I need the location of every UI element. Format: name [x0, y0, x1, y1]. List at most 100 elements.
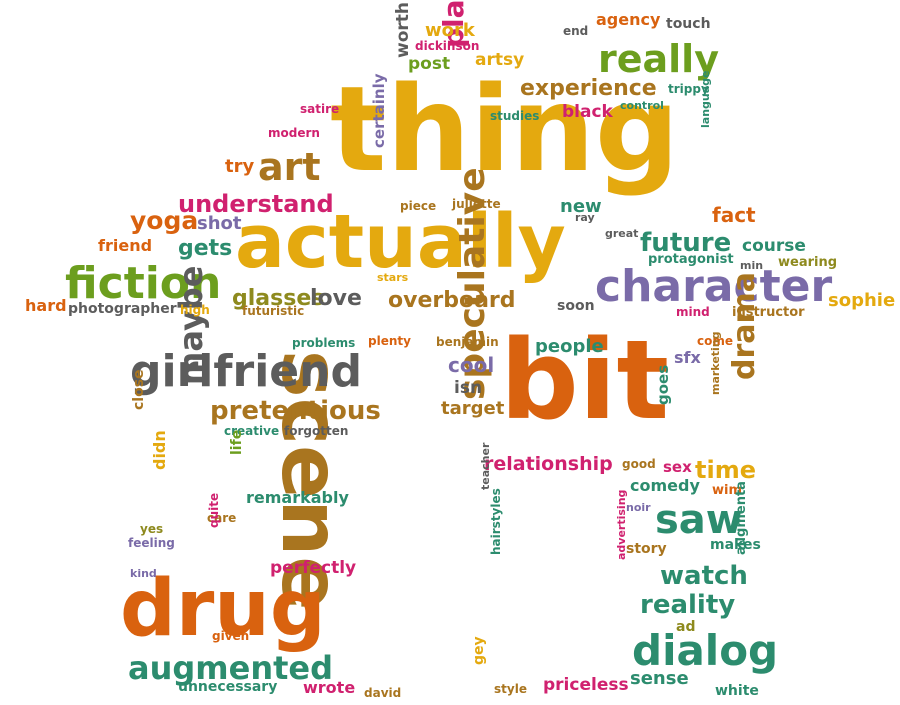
word-soon: soon [557, 298, 595, 314]
word-experience: experience [520, 76, 657, 101]
word-feeling: feeling [128, 536, 175, 550]
word-perfectly: perfectly [270, 558, 357, 578]
word-friend: friend [98, 236, 153, 255]
word-high: high [180, 303, 210, 317]
word-kind: kind [130, 567, 157, 580]
word-priceless: priceless [543, 675, 629, 695]
word-ad: ad [676, 619, 696, 635]
word-makes: makes [710, 537, 761, 553]
word-girlfriend: girlfriend [130, 346, 362, 397]
word-piece: piece [400, 199, 437, 213]
word-wrote: wrote [303, 678, 356, 697]
word-white: white [715, 683, 759, 699]
word-hairstyles: hairstyles [489, 488, 503, 555]
word-given: given [212, 629, 250, 643]
word-hard: hard [25, 296, 67, 315]
word-goes: goes [654, 364, 672, 405]
word-art: art [258, 145, 321, 189]
word-come: come [697, 334, 733, 348]
word-david: david [364, 686, 402, 700]
word-creative: creative [224, 424, 280, 438]
word-pretentious: pretentious [210, 396, 381, 426]
word-style: style [494, 682, 527, 696]
word-isn: isn [454, 378, 483, 398]
word-new: new [560, 196, 602, 217]
word-cool: cool [448, 353, 495, 377]
word-modern: modern [268, 126, 320, 140]
word-fiction: fiction [65, 258, 222, 309]
word-gey: gey [471, 636, 487, 665]
word-didn: didn [150, 430, 169, 470]
word-photographer: photographer [68, 301, 177, 317]
word-sophie: sophie [828, 290, 896, 311]
word-wearing: wearing [778, 255, 838, 270]
word-worth: worth [393, 2, 413, 58]
word-sex: sex [663, 458, 692, 476]
word-wim: wim [712, 483, 743, 498]
word-people: people [535, 336, 604, 357]
word-overboard: overboard [388, 288, 516, 313]
word-work: work [425, 20, 475, 41]
word-marketing: marketing [709, 331, 722, 395]
word-shot: shot [197, 213, 242, 234]
word-agency: agency [596, 10, 661, 29]
word-instructor: instructor [732, 305, 805, 320]
word-control: control [620, 99, 664, 112]
word-stars: stars [377, 271, 409, 284]
word-drama: drama [727, 271, 762, 380]
word-futuristic: futuristic [242, 304, 305, 318]
word-unnecessary: unnecessary [178, 679, 278, 695]
word-mind: mind [676, 305, 710, 319]
word-saw: saw [655, 497, 743, 543]
word-black: black [562, 102, 613, 122]
word-yes: yes [140, 522, 164, 536]
word-remarkably: remarkably [246, 488, 349, 507]
word-end: end [563, 24, 589, 38]
word-sfx: sfx [674, 348, 701, 367]
word-time: time [695, 456, 756, 484]
word-teacher: teacher [479, 442, 492, 490]
word-min: min [740, 259, 764, 272]
word-dickinson: dickinson [415, 39, 480, 53]
word-sense: sense [630, 668, 689, 689]
word-artsy: artsy [475, 50, 525, 70]
word-gets: gets [178, 236, 233, 261]
word-really: really [598, 37, 719, 81]
word-character: character [595, 261, 833, 312]
word-glasses: glasses [232, 286, 325, 311]
word-plenty: plenty [368, 334, 411, 348]
word-certainly: certainly [370, 73, 388, 149]
word-post: post [408, 54, 451, 74]
word-love: love [310, 286, 362, 311]
word-touch: touch [666, 16, 711, 32]
word-maybe: maybe [172, 265, 210, 385]
word-course: course [742, 236, 806, 256]
word-good: good [622, 457, 656, 471]
word-thing: thing [330, 60, 680, 198]
word-juliette: juliette [452, 197, 501, 211]
word-benjamin: benjamin [436, 335, 499, 349]
word-actually: actually [235, 199, 566, 285]
word-drug: drug [120, 564, 326, 654]
word-bit: bit [500, 316, 670, 444]
word-forgotten: forgotten [284, 424, 349, 438]
word-studies: studies [490, 109, 540, 123]
word-future: future [640, 228, 732, 258]
word-try: try [225, 156, 255, 177]
word-comedy: comedy [630, 476, 700, 495]
word-advertising: advertising [615, 489, 628, 560]
word-reality: reality [640, 590, 736, 620]
word-relationship: relationship [484, 453, 613, 475]
word-dialog: dialog [632, 626, 779, 675]
word-close: close [131, 369, 147, 410]
word-care: care [207, 511, 237, 525]
word-fact: fact [712, 203, 756, 227]
word-noir: noir [626, 501, 651, 514]
word-ray: ray [575, 211, 595, 224]
word-augmenta: augmenta [734, 481, 749, 555]
word-trippy: trippy [668, 82, 709, 96]
word-understand: understand [178, 190, 334, 218]
word-quite: quite [207, 492, 221, 528]
word-augmented: augmented [128, 649, 334, 687]
